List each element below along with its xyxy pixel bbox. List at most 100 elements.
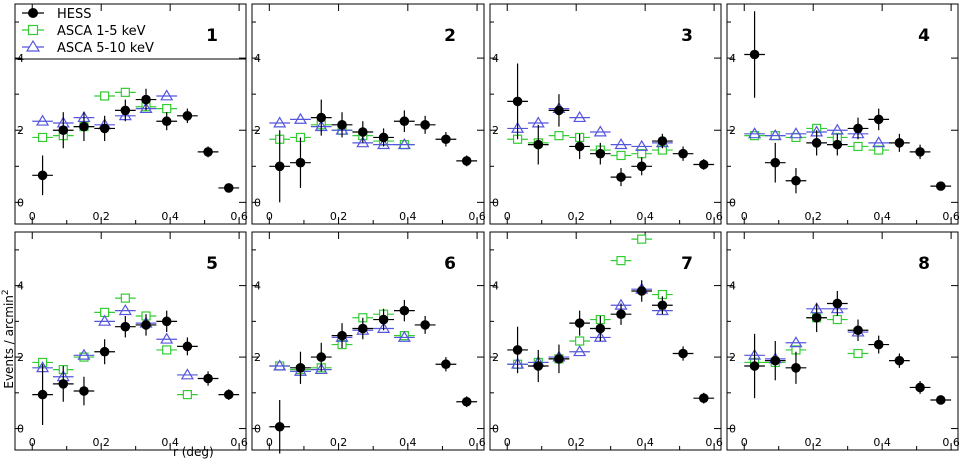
asca-hard-marker [593,330,607,342]
data-point [32,114,53,126]
data-point [744,131,765,141]
data-point [269,359,291,371]
legend-label: ASCA 5-10 keV [57,41,154,56]
panel-frame [14,231,247,451]
asca-hard-marker [614,137,628,150]
asca-soft-marker [637,234,647,244]
hess-marker [512,345,523,355]
y-tick-label: 4 [729,280,736,293]
hess-marker [595,323,606,334]
panel-number: 2 [444,26,456,46]
data-point [631,234,653,244]
data-point [52,366,74,402]
series-asca-1-5-kev [32,87,178,143]
legend-entry: ASCA 1-5 keV [22,24,146,39]
data-point [631,280,653,302]
hess-marker [99,123,110,134]
data-point [507,63,528,140]
data-point [569,110,590,123]
series-asca-1-5-kev [744,313,869,368]
hess-marker [935,395,946,405]
hess-marker [832,139,843,150]
y-tick-label: 2 [492,124,499,137]
hess-marker [337,330,347,341]
data-point [52,112,74,149]
data-point [177,337,198,356]
hess-marker [935,181,946,191]
data-point [290,137,311,188]
x-tick-label: 0 [504,436,511,449]
data-point [930,395,952,405]
x-tick-label: 0.2 [804,436,822,449]
data-point [693,392,715,404]
data-point [373,128,394,147]
data-point [785,336,807,348]
data-point [826,314,848,325]
panel-8: 0 0.2 0.4 0.6 0 2 4 8 [726,231,959,451]
hess-marker [461,156,472,166]
data-point [135,314,157,336]
x-tick-label: 0 [266,436,273,449]
x-tick-label: 0.4 [399,210,417,223]
x-tick-label: 0 [741,210,748,223]
data-point [868,145,890,155]
x-tick-label: 0.4 [161,436,179,449]
hess-marker [295,157,306,168]
legend-label: HESS [57,7,92,22]
x-tick-label: 0.6 [468,210,486,223]
data-point [73,348,95,360]
data-point [868,108,890,131]
x-tick-label: 0.2 [92,436,110,449]
y-tick-label: 2 [492,351,499,364]
data-point [73,376,95,406]
data-point [889,133,910,152]
data-point [693,159,715,170]
hess-marker [770,355,781,366]
data-point [435,132,457,147]
x-tick-label: 0.4 [873,210,891,223]
asca-hard-marker [293,112,308,124]
data-point [764,341,786,381]
asca-hard-marker [397,137,411,150]
hess-marker [698,393,709,403]
x-tick-label: 0.2 [92,210,110,223]
panel-frame [251,3,485,225]
hess-marker [678,348,688,359]
y-tick-label: 0 [729,196,736,209]
hess-marker [636,161,647,172]
asca-hard-marker [635,139,649,151]
y-tick-label: 2 [17,351,24,364]
series-asca-1-5-kev [507,131,673,161]
x-tick-label: 0.6 [230,436,248,449]
data-point [764,142,786,183]
data-point [32,132,53,143]
asca-soft-marker [162,345,172,355]
data-point [744,11,765,98]
data-point [868,335,890,354]
data-point [826,290,848,316]
asca-soft-marker [853,141,863,152]
series-hess [507,280,715,404]
data-point [290,351,311,384]
hess-marker [616,172,626,182]
data-point [393,110,415,133]
data-point [785,168,807,194]
data-point [94,314,115,326]
data-point [73,112,95,142]
data-point [94,115,115,142]
legend-label: ASCA 1-5 keV [57,24,146,39]
data-point [32,155,53,196]
series-hess [507,63,715,187]
x-tick-label: 0.2 [567,436,585,449]
hess-marker [120,321,131,332]
x-tick-label: 0 [741,436,748,449]
panel-7: 0 0.2 0.4 0.6 0 2 4 7 [489,231,723,451]
hess-marker [811,138,822,148]
panel-frame [726,3,959,225]
data-point [114,303,136,316]
data-point [156,332,178,344]
data-point [527,349,549,383]
series-hess [32,88,240,196]
hess-marker [554,354,564,364]
data-point [456,396,478,408]
